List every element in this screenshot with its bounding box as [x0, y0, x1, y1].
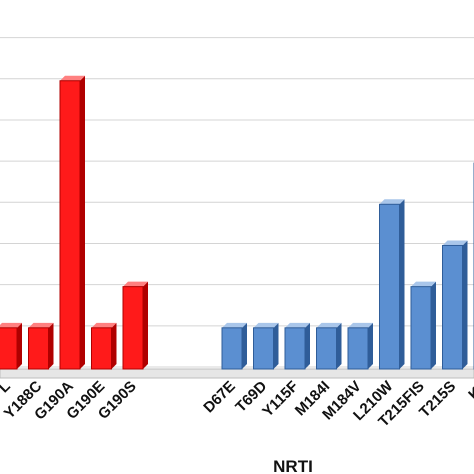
- bar-t215s: [442, 244, 463, 370]
- tick-label-t215s: T215S: [416, 378, 459, 421]
- chart-floor-plane: [0, 368, 474, 379]
- bar-side: [431, 281, 436, 369]
- bar-g190e: [91, 327, 112, 370]
- bar-d67e: [221, 327, 243, 370]
- bar-top: [442, 240, 468, 246]
- bar-side: [242, 322, 247, 369]
- bar-y188c: [28, 327, 49, 370]
- bar-side: [336, 322, 342, 369]
- bar-series: [0, 75, 474, 370]
- tick-label-k2: K2: [465, 378, 474, 404]
- bar-top: [222, 322, 247, 328]
- bar-m184i: [316, 327, 337, 370]
- bar-top: [0, 322, 22, 328]
- bar-l210w: [379, 203, 400, 370]
- bar-y115f: [284, 327, 306, 370]
- bar-top: [123, 281, 148, 287]
- bar-t69d: [253, 327, 274, 370]
- bar-side: [462, 240, 468, 369]
- bar-top: [379, 199, 405, 205]
- bar-top: [91, 322, 117, 328]
- bar-g190a: [59, 80, 81, 370]
- bar-top: [411, 281, 436, 287]
- tick-label-d67e: D67E: [200, 378, 239, 417]
- bar-top: [60, 75, 85, 81]
- group-label-nrti: NRTI: [273, 457, 313, 474]
- tick-label-l: L: [0, 378, 14, 397]
- bar-m184v: [347, 327, 369, 370]
- bar-side: [273, 322, 279, 369]
- bar-top: [28, 322, 54, 328]
- bar-g190s: [122, 286, 144, 370]
- bar-top: [348, 322, 373, 328]
- bar-side: [111, 322, 117, 369]
- bar-top: [253, 322, 279, 328]
- bar-side: [143, 281, 148, 369]
- bar-side: [17, 322, 22, 369]
- bar-side: [368, 322, 373, 369]
- chart-floor: [0, 368, 474, 379]
- bar-t215fis: [410, 286, 432, 370]
- bar-top: [285, 322, 310, 328]
- bar-side: [48, 322, 54, 369]
- bar-l: [0, 327, 18, 370]
- bar-side: [399, 199, 405, 369]
- bar-side: [305, 322, 310, 369]
- bar-side: [80, 75, 85, 369]
- tick-label-y115f: Y115F: [259, 378, 302, 421]
- bar-top: [316, 322, 342, 328]
